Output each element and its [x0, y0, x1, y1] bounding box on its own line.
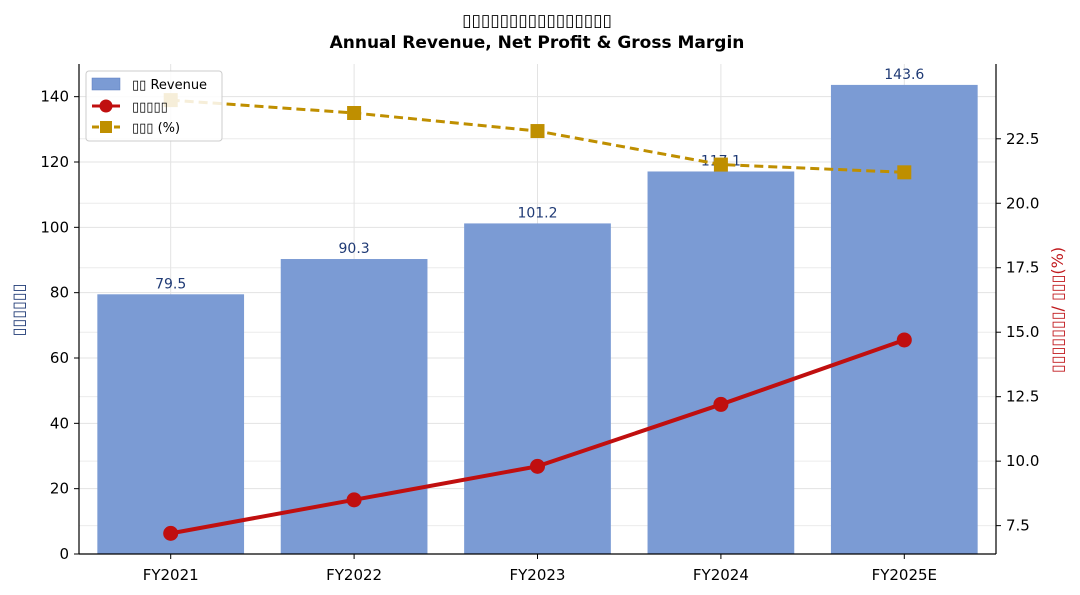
y-left-tick-label: 80 — [50, 284, 69, 302]
bar-value-label: 143.6 — [884, 67, 924, 83]
x-tick-label: FY2023 — [510, 566, 566, 584]
y-right-tick-label: 10.0 — [1006, 452, 1039, 470]
bar-value-label: 79.5 — [155, 276, 186, 292]
x-tick-label: FY2024 — [693, 566, 749, 584]
bar-fy2023 — [464, 223, 611, 554]
y-right-tick-label: 15.0 — [1006, 323, 1039, 341]
y-right-tick-label: 22.5 — [1006, 130, 1039, 148]
x-tick-label: FY2022 — [326, 566, 382, 584]
gross-margin-point-2 — [530, 124, 545, 139]
legend-marker-net-profit — [99, 99, 113, 113]
y-axis-right-title: ▯▯▯▯▯▯▯/ ▯▯▯(%) — [1048, 247, 1067, 373]
axes: 0 20 40 60 80 100 120 140 7.5 10.0 12.5 15.0 17.5 20.… — [40, 64, 1039, 584]
legend-marker-gross-margin — [100, 121, 112, 133]
y-right-tick-label: 12.5 — [1006, 388, 1039, 406]
chart-title: ▯▯▯▯▯▯▯▯▯▯▯▯▯▯▯▯ — [462, 11, 612, 31]
gross-margin-point-4 — [897, 165, 912, 180]
bar-fy2024 — [647, 171, 795, 554]
legend-label-gross-margin: ▯▯▯ (%) — [132, 121, 180, 136]
y-left-tick-label: 100 — [40, 218, 69, 236]
legend-label-net-profit: ▯▯▯▯▯ — [132, 100, 168, 115]
y-left-tick-label: 0 — [59, 545, 69, 563]
legend: ▯▯ Revenue ▯▯▯▯▯ ▯▯▯ (%) — [85, 70, 223, 142]
y-left-tick-label: 60 — [50, 349, 69, 367]
y-left-tick-label: 40 — [50, 414, 69, 432]
bar-fy2021 — [97, 294, 245, 554]
gross-margin-point-1 — [347, 106, 362, 120]
net-profit-point-4 — [896, 332, 912, 348]
x-tick-label: FY2025E — [872, 566, 937, 584]
gross-margin-point-3 — [713, 157, 728, 172]
net-profit-point-1 — [346, 492, 362, 508]
y-right-tick-label: 20.0 — [1006, 194, 1039, 212]
y-right-tick-label: 17.5 — [1006, 259, 1039, 277]
net-profit-point-3 — [713, 396, 729, 412]
net-profit-point-2 — [530, 458, 545, 474]
y-left-tick-label: 140 — [40, 88, 69, 106]
y-left-tick-label: 120 — [40, 153, 69, 171]
bar-fy2025e — [830, 84, 978, 554]
y-right-tick-label: 7.5 — [1006, 517, 1030, 535]
legend-swatch-revenue — [91, 77, 121, 91]
y-axis-left-title: ▯▯▯▯▯▯ — [9, 284, 28, 337]
chart-subtitle: Annual Revenue, Net Profit & Gross Margi… — [330, 33, 745, 53]
legend-label-revenue: ▯▯ Revenue — [132, 78, 207, 93]
x-tick-label: FY2021 — [143, 566, 199, 584]
net-profit-point-0 — [163, 525, 179, 541]
bar-value-label: 90.3 — [339, 241, 370, 257]
bar-series — [97, 84, 978, 554]
bar-value-label: 101.2 — [517, 205, 557, 221]
y-left-tick-label: 20 — [50, 480, 69, 498]
